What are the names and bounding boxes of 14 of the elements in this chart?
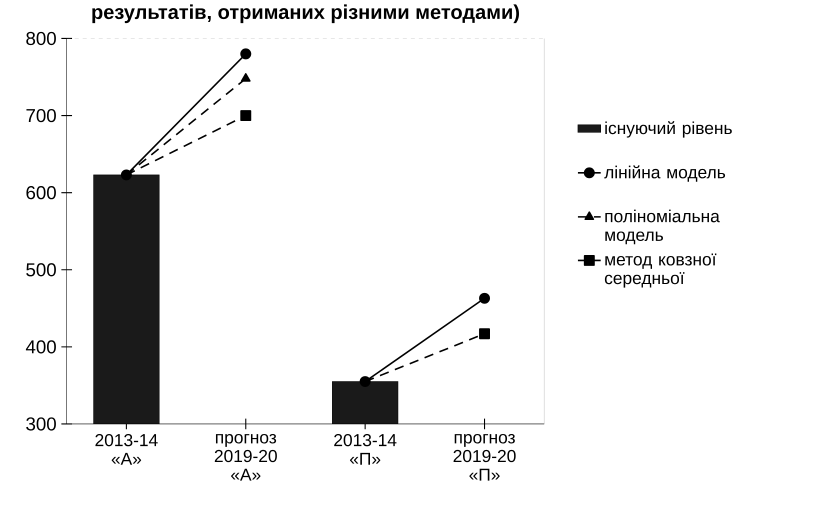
y-tick-label: 500 (26, 263, 56, 276)
y-tick-label: 800 (26, 32, 56, 46)
x-tick-label: прогноз 2019-20 «А» (214, 434, 277, 481)
legend-label: лінійна модель (604, 165, 726, 182)
legend-label: метод ковзної середньої (604, 254, 716, 288)
y-tick-label: 600 (26, 186, 56, 200)
x-tick-label: прогноз 2019-20 «П» (454, 434, 516, 481)
y-tick-label: 700 (26, 108, 56, 122)
y-tick-label: 300 (26, 417, 56, 431)
x-tick-label: 2013-14 «П» (334, 434, 396, 465)
chart-title: результатів, отриманих різними методами) (92, 4, 519, 24)
x-tick-label: 2013-14 «А» (95, 434, 158, 465)
y-tick-label: 400 (26, 340, 56, 354)
legend-label: існуючий рівень (605, 121, 732, 138)
